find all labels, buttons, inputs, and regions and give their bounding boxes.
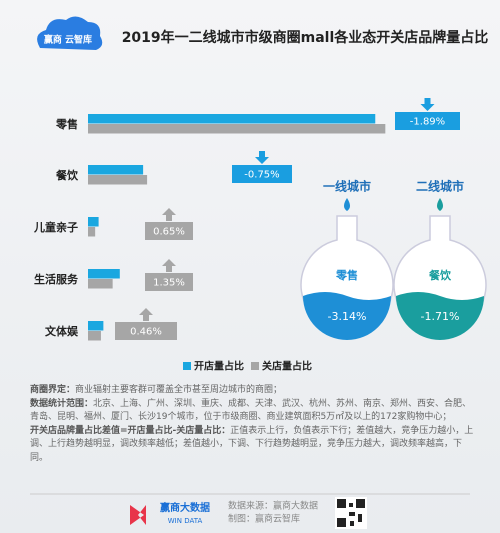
legend-swatch bbox=[183, 362, 191, 370]
bar bbox=[88, 321, 104, 331]
legend-swatch bbox=[251, 362, 259, 370]
category-label: 儿童亲子 bbox=[33, 220, 78, 234]
category-label: 零售 bbox=[55, 117, 78, 131]
category-label: 生活服务 bbox=[34, 272, 79, 286]
flask-category: 餐饮 bbox=[428, 268, 452, 282]
note: 数据统计范围：北京、上海、广州、深圳、重庆、成都、天津、武汉、杭州、苏州、南京、… bbox=[30, 398, 475, 425]
difference-arrow bbox=[255, 151, 269, 164]
flask-liquid bbox=[303, 292, 391, 340]
difference-box bbox=[395, 112, 460, 130]
difference-arrow bbox=[420, 98, 435, 111]
difference-label: -0.75% bbox=[244, 170, 279, 181]
flask-liquid bbox=[396, 292, 484, 340]
qr-code bbox=[335, 497, 367, 529]
flask-drop bbox=[437, 198, 443, 211]
bar bbox=[88, 165, 144, 175]
logo-text: 赢商 云智库 bbox=[44, 34, 92, 46]
flask-title: 一线城市 bbox=[323, 179, 371, 194]
difference-arrow bbox=[139, 308, 153, 321]
bar bbox=[88, 114, 376, 124]
legend-label: 关店量占比 bbox=[262, 360, 312, 373]
difference-label: 0.46% bbox=[130, 327, 162, 338]
note: 商圈界定：商业辐射主要客群可覆盖全市甚至周边城市的商圈； bbox=[30, 384, 475, 398]
difference-box bbox=[145, 273, 193, 291]
flask-drop bbox=[344, 198, 350, 211]
footer-brand: 赢商大数据 bbox=[160, 501, 210, 514]
flask-category: 零售 bbox=[335, 268, 358, 282]
note-text: 正值表示上行，负值表示下行；差值越大，竞争压力越小，上调、上行趋势越明显，调改频… bbox=[30, 425, 474, 463]
note-label: 开关店品牌量占比差值=开店量占比-关店量占比： bbox=[30, 425, 231, 436]
note-text: 商业辐射主要客群可覆盖全市甚至周边城市的商圈； bbox=[75, 385, 283, 395]
category-label: 文体娱 bbox=[45, 324, 79, 338]
footer-source: 数据来源：赢商大数据 bbox=[228, 500, 318, 512]
difference-label: 0.65% bbox=[153, 227, 185, 238]
difference-label: -1.89% bbox=[410, 117, 445, 128]
note-label: 商圈界定： bbox=[30, 385, 76, 395]
footer-logo bbox=[130, 505, 146, 525]
footer-maker: 制图：赢商云智库 bbox=[228, 513, 300, 525]
difference-arrow bbox=[162, 208, 176, 221]
logo-cloud bbox=[37, 16, 103, 51]
note-text: 北京、上海、广州、深圳、重庆、成都、天津、武汉、杭州、苏州、南京、郑州、西安、合… bbox=[30, 398, 472, 423]
note: 开关店品牌量占比差值=开店量占比-关店量占比：正值表示上行，负值表示下行；差值越… bbox=[30, 425, 475, 466]
flask-title: 二线城市 bbox=[416, 179, 464, 194]
difference-label: 1.35% bbox=[153, 278, 185, 289]
bar bbox=[88, 124, 386, 134]
difference-box bbox=[232, 165, 292, 183]
bar bbox=[88, 331, 101, 341]
category-label: 餐饮 bbox=[55, 168, 79, 182]
footer-brand-en: WIN DATA bbox=[168, 517, 203, 525]
bar bbox=[88, 279, 113, 289]
chart-title: 2019年一二线城市市级商圈mall各业态开关店品牌量占比 bbox=[122, 29, 489, 46]
legend-label: 开店量占比 bbox=[194, 360, 244, 373]
difference-arrow bbox=[162, 259, 176, 272]
bar bbox=[88, 227, 96, 237]
notes: 商圈界定：商业辐射主要客群可覆盖全市甚至周边城市的商圈； 数据统计范围：北京、上海… bbox=[30, 384, 475, 465]
flask-value: -1.71% bbox=[421, 310, 460, 323]
bar bbox=[88, 217, 99, 227]
difference-box bbox=[115, 322, 177, 340]
note-label: 数据统计范围： bbox=[30, 398, 94, 409]
bar bbox=[88, 175, 148, 185]
difference-box bbox=[145, 222, 193, 240]
bar bbox=[88, 269, 120, 279]
flask-value: -3.14% bbox=[328, 310, 367, 323]
